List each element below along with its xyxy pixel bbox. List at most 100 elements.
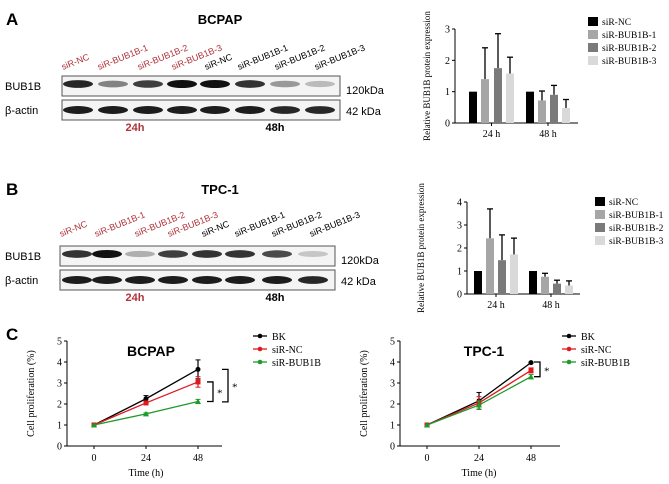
y-tick-label: 2 xyxy=(457,244,462,255)
protein-band xyxy=(200,106,230,114)
legend-marker xyxy=(257,359,263,365)
kda-label: 42 kDa xyxy=(346,106,382,118)
panel-title: TPC-1 xyxy=(201,182,239,197)
significance-bracket xyxy=(207,381,214,403)
x-tick-label: 0 xyxy=(92,453,97,464)
legend-swatch xyxy=(595,210,605,219)
protein-band xyxy=(158,250,188,258)
y-tick-label: 1 xyxy=(445,87,450,98)
bar-sir-nc xyxy=(474,271,482,294)
lane-label: siR-NC xyxy=(60,52,91,72)
legend-label: BK xyxy=(581,332,596,343)
protein-band xyxy=(192,276,222,284)
y-tick-label: 4 xyxy=(457,198,462,209)
kda-label: 42 kDa xyxy=(341,276,377,288)
protein-band xyxy=(63,80,93,88)
y-tick-label: 5 xyxy=(57,337,62,348)
y-axis-label: Relative BUB1B protein expression xyxy=(422,11,432,141)
protein-band xyxy=(235,80,265,88)
bar-sir-bub1b-2 xyxy=(553,283,561,294)
y-tick-label: 3 xyxy=(57,379,62,390)
significance-star: * xyxy=(232,382,238,394)
protein-band xyxy=(62,250,92,258)
protein-band xyxy=(200,80,230,88)
data-point xyxy=(528,367,534,373)
legend-swatch xyxy=(595,197,605,206)
time-label-24h: 24h xyxy=(126,292,145,304)
bar-sir-bub1b-1 xyxy=(486,238,494,294)
legend-swatch xyxy=(588,43,598,52)
panel-title: BCPAP xyxy=(198,12,243,27)
significance-bracket xyxy=(534,361,541,378)
y-tick-label: 3 xyxy=(390,379,395,390)
row-label: β-actin xyxy=(5,275,38,287)
data-point xyxy=(143,400,149,406)
time-label-24h: 24h xyxy=(126,122,145,134)
y-tick-label: 0 xyxy=(390,442,395,453)
data-point xyxy=(528,373,534,380)
y-tick-label: 4 xyxy=(57,358,62,369)
bar-sir-bub1b-1 xyxy=(541,276,549,294)
legend-swatch xyxy=(588,30,598,39)
y-tick-label: 0 xyxy=(445,119,450,130)
y-axis-label: Relative BUB1B protein expression xyxy=(416,183,426,313)
row-label: BUB1B xyxy=(5,251,41,263)
y-tick-label: 3 xyxy=(457,221,462,232)
legend-marker xyxy=(566,346,572,352)
lane-label: siR-NC xyxy=(58,219,89,239)
legend-label: siR-BUB1B-3 xyxy=(609,237,664,247)
x-tick-label: 48 h xyxy=(542,300,560,311)
bar-sir-bub1b-1 xyxy=(538,100,546,123)
y-axis-label: Cell proliferation (%) xyxy=(359,350,370,437)
legend-label: siR-BUB1B-3 xyxy=(602,57,657,67)
x-tick-label: 48 h xyxy=(539,129,557,140)
data-point xyxy=(195,398,201,404)
row-label: BUB1B xyxy=(5,81,41,93)
protein-band xyxy=(167,80,197,88)
kda-label: 120kDa xyxy=(341,255,380,267)
legend-label: siR-NC xyxy=(602,18,631,28)
bar-sir-bub1b-3 xyxy=(562,107,570,123)
protein-band xyxy=(225,250,255,258)
legend-label: siR-BUB1B-1 xyxy=(602,31,657,41)
protein-band xyxy=(62,276,92,284)
protein-band xyxy=(262,250,292,258)
bar-sir-bub1b-2 xyxy=(494,68,502,123)
x-tick-label: 24 xyxy=(141,453,151,464)
legend-label: siR-BUB1B-2 xyxy=(602,44,657,54)
time-label-48h: 48h xyxy=(266,292,285,304)
data-point xyxy=(528,360,534,366)
data-point xyxy=(424,422,430,428)
protein-band xyxy=(92,276,122,284)
protein-band xyxy=(98,106,128,114)
data-point xyxy=(143,396,149,402)
x-tick-label: 24 h xyxy=(483,129,501,140)
protein-band xyxy=(125,250,155,258)
panel-letter: C xyxy=(6,325,18,344)
data-point xyxy=(195,366,201,372)
y-tick-label: 2 xyxy=(445,56,450,67)
bar-sir-bub1b-3 xyxy=(565,285,573,294)
x-axis-label: Time (h) xyxy=(129,468,164,479)
x-axis-label: Time (h) xyxy=(462,468,497,479)
y-tick-label: 1 xyxy=(390,421,395,432)
legend-marker xyxy=(257,346,263,352)
y-tick-label: 0 xyxy=(457,290,462,301)
x-tick-label: 24 h xyxy=(487,300,505,311)
y-tick-label: 4 xyxy=(390,358,395,369)
protein-band xyxy=(133,80,163,88)
y-tick-label: 2 xyxy=(390,400,395,411)
y-tick-label: 1 xyxy=(457,267,462,278)
bar-sir-nc xyxy=(526,91,534,123)
protein-band xyxy=(270,106,300,114)
protein-band xyxy=(298,276,328,284)
legend-label: siR-BUB1B xyxy=(581,358,630,369)
x-tick-label: 48 xyxy=(526,453,536,464)
kda-label: 120kDa xyxy=(346,85,385,97)
protein-band xyxy=(125,276,155,284)
y-tick-label: 5 xyxy=(390,337,395,348)
panel-letter: A xyxy=(6,10,18,29)
protein-band xyxy=(92,250,122,258)
protein-band xyxy=(235,106,265,114)
